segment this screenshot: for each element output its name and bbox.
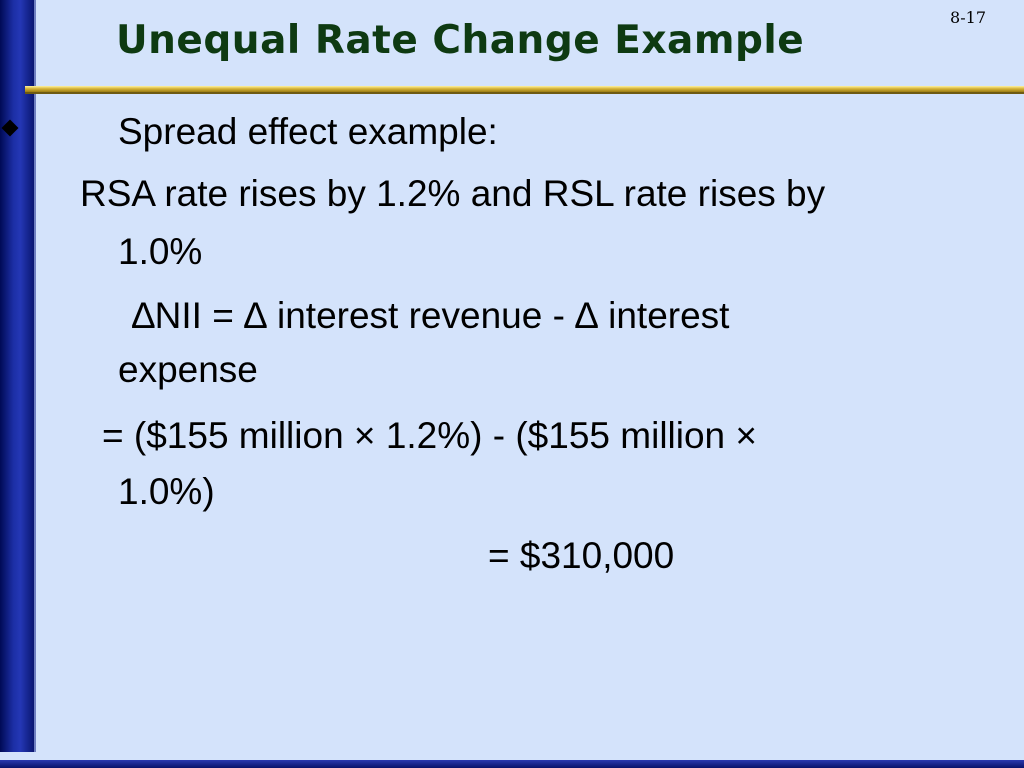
paragraph-3-line-2: 1.0%)	[118, 471, 215, 512]
paragraph-2-line-2: expense	[118, 349, 258, 390]
bottom-border	[0, 760, 1024, 768]
left-accent-bar	[0, 0, 35, 752]
bullet-text: Spread effect example:	[118, 111, 498, 152]
title-divider-shadow	[25, 92, 1024, 94]
page-number: 8-17	[950, 8, 986, 27]
paragraph-3-line-1: = ($155 million × 1.2%) - ($155 million …	[102, 415, 758, 456]
slide-title: Unequal Rate Change Example	[116, 18, 805, 63]
title-divider	[25, 86, 1024, 92]
paragraph-1-line-1: RSA rate rises by 1.2% and RSL rate rise…	[80, 173, 826, 214]
left-accent-bar-shadow	[34, 0, 36, 752]
paragraph-1-line-2: 1.0%	[118, 231, 203, 272]
paragraph-2-line-1: ∆NII = ∆ interest revenue - ∆ interest	[132, 295, 730, 336]
result-line: = $310,000	[488, 535, 675, 576]
